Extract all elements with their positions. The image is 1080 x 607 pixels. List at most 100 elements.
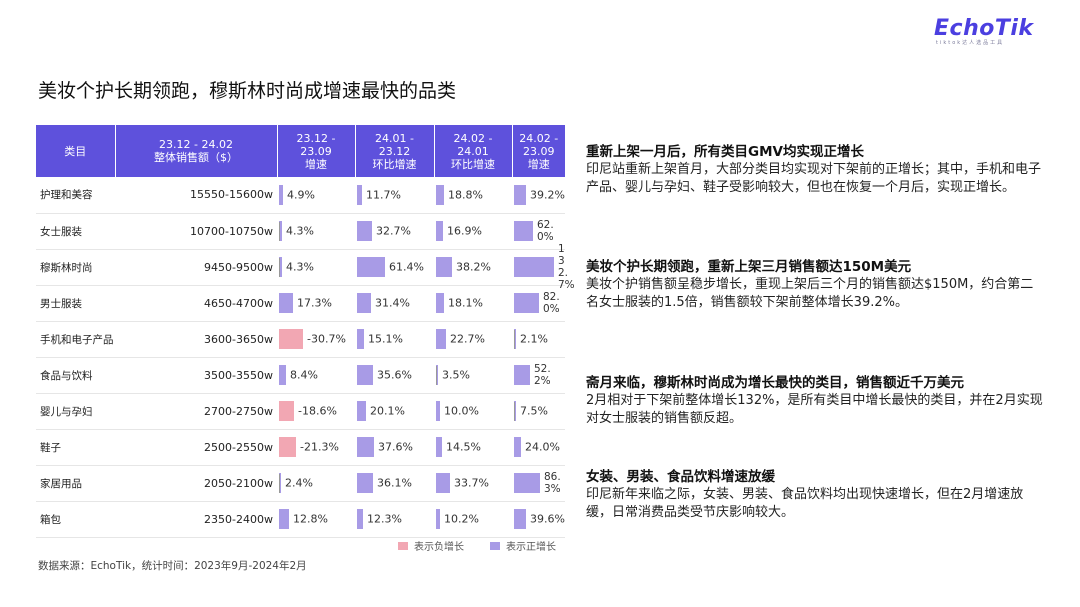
growth-value-label: -30.7% <box>307 332 346 346</box>
growth-value-label: 39.6% <box>530 512 565 526</box>
data-source-note: 数据来源：EchoTik，统计时间：2023年9月-2024年2月 <box>38 560 307 572</box>
table-header-row: 类目 23.12 - 24.02 整体销售额（$） 23.12 - 23.09 … <box>36 125 565 177</box>
growth-value-label: 10.0% <box>444 404 479 418</box>
growth-bar <box>279 221 282 241</box>
growth-bar <box>357 257 385 277</box>
category-cell: 手机和电子产品 <box>36 321 115 358</box>
growth-value-label: 10.2% <box>444 512 479 526</box>
growth-bar-cell: -18.6% <box>277 393 355 430</box>
sales-range-cell: 3500-3550w <box>115 357 277 394</box>
growth-value-label: -21.3% <box>300 440 339 454</box>
growth-bar-cell: 10.0% <box>434 393 512 430</box>
growth-bar <box>279 184 283 205</box>
table-row: 穆斯林时尚 9450-9500w 4.3% 61.4% 38.2% 132.7% <box>36 243 575 291</box>
insight-body-3: 2月相对于下架前整体增长132%，是所有类目中增长最快的类目，并在2月实现对女士… <box>586 393 1043 426</box>
sales-range-cell: 2500-2550w <box>115 429 277 466</box>
growth-bar-cell: 52.2% <box>512 357 565 394</box>
growth-value-label: 24.0% <box>525 440 560 454</box>
legend-negative-label: 表示负增长 <box>414 542 464 553</box>
growth-bar-cell: 32.7% <box>355 213 434 250</box>
growth-value-label: 32.7% <box>376 224 411 238</box>
growth-bar <box>279 509 289 529</box>
growth-bar <box>279 401 294 421</box>
growth-value-label: 33.7% <box>454 476 489 490</box>
growth-value-label: 11.7% <box>366 188 401 202</box>
growth-bar-cell: 4.9% <box>277 177 355 214</box>
growth-bar-baseline <box>279 473 280 493</box>
category-cell: 家居用品 <box>36 465 115 502</box>
growth-value-label: 31.4% <box>375 296 410 310</box>
growth-bar <box>436 293 444 313</box>
sales-range-cell: 2350-2400w <box>115 501 277 538</box>
table-row: 手机和电子产品 3600-3650w -30.7% 15.1% 22.7% 2.1% <box>36 321 565 358</box>
sales-range-cell: 10700-10750w <box>115 213 277 250</box>
growth-bar <box>436 365 438 385</box>
growth-bar <box>357 473 373 493</box>
sales-range-cell: 2050-2100w <box>115 465 277 502</box>
growth-value-label: 82.0% <box>543 291 560 315</box>
growth-bar <box>436 401 440 421</box>
growth-bar-baseline <box>514 329 515 349</box>
growth-value-label: 7.5% <box>520 404 548 418</box>
legend-negative: 表示负增长 <box>398 538 464 553</box>
header-category: 类目 <box>36 125 116 177</box>
growth-bar <box>279 473 281 493</box>
growth-bar <box>514 293 539 313</box>
growth-value-label: 132.7% <box>558 243 575 291</box>
category-cell: 食品与饮料 <box>36 357 115 394</box>
growth-bar-cell: 15.1% <box>355 321 434 358</box>
header-total-sales: 23.12 - 24.02 整体销售额（$） <box>115 125 278 177</box>
growth-bar-cell: 14.5% <box>434 429 512 466</box>
growth-bar-cell: 24.0% <box>512 429 565 466</box>
growth-bar-cell: 37.6% <box>355 429 434 466</box>
table-row: 食品与饮料 3500-3550w 8.4% 35.6% 3.5% 52.2% <box>36 357 565 394</box>
insight-heading-2: 美妆个护长期领跑，重新上架三月销售额达150M美元 <box>586 259 912 275</box>
header-mom-2401-2312: 24.01 - 23.12 环比增速 <box>355 125 435 177</box>
growth-value-label: 39.2% <box>530 188 565 202</box>
growth-bar <box>357 221 372 241</box>
growth-bar-cell: 2.1% <box>512 321 565 358</box>
growth-value-label: 12.8% <box>293 512 328 526</box>
growth-value-label: 18.8% <box>448 188 483 202</box>
legend-positive-label: 表示正增长 <box>506 542 556 553</box>
insight-body-4: 印尼新年来临之际，女装、男装、食品饮料均出现快速增长，但在2月增速放缓，日常消费… <box>586 487 1024 520</box>
table-row: 男士服装 4650-4700w 17.3% 31.4% 18.1% 82.0% <box>36 285 565 322</box>
growth-bar <box>514 257 554 277</box>
growth-bar <box>436 509 440 529</box>
growth-value-label: 62.0% <box>537 219 554 243</box>
growth-bar-cell: 8.4% <box>277 357 355 394</box>
growth-value-label: 17.3% <box>297 296 332 310</box>
growth-bar <box>514 473 540 493</box>
growth-bar <box>357 365 373 385</box>
growth-bar <box>514 509 526 529</box>
growth-bar <box>357 509 363 529</box>
insight-heading-4: 女装、男装、食品饮料增速放缓 <box>586 469 775 485</box>
growth-bar <box>357 329 364 349</box>
growth-bar <box>357 437 374 457</box>
insight-heading-1: 重新上架一月后，所有类目GMV均实现正增长 <box>586 144 864 160</box>
legend-positive: 表示正增长 <box>490 538 556 553</box>
insight-body-2: 美妆个护销售额呈稳步增长，重现上架后三个月的销售额达$150M，约合第二名女士服… <box>586 277 1034 310</box>
growth-bar-cell: 16.9% <box>434 213 512 250</box>
header-mom-2402-2401: 24.02 - 24.01 环比增速 <box>434 125 513 177</box>
growth-bar-cell: 35.6% <box>355 357 434 394</box>
growth-bar-cell: 11.7% <box>355 177 434 214</box>
header-growth-2312-2309: 23.12 - 23.09 增速 <box>277 125 356 177</box>
growth-bar-cell: -21.3% <box>277 429 355 466</box>
table-row: 鞋子 2500-2550w -21.3% 37.6% 14.5% 24.0% <box>36 429 565 466</box>
insight-panel-2: 美妆个护长期领跑，重新上架三月销售额达150M美元 美妆个护销售额呈稳步增长，重… <box>586 259 1046 312</box>
category-cell: 婴儿与孕妇 <box>36 393 115 430</box>
growth-bar-cell: 17.3% <box>277 285 355 322</box>
growth-bar-cell: 62.0% <box>512 213 565 250</box>
growth-bar <box>279 437 296 457</box>
growth-value-label: 22.7% <box>450 332 485 346</box>
category-cell: 鞋子 <box>36 429 115 466</box>
sales-range-cell: 9450-9500w <box>115 249 277 286</box>
growth-bar <box>436 184 444 205</box>
growth-value-label: 18.1% <box>448 296 483 310</box>
growth-value-label: 14.5% <box>446 440 481 454</box>
legend-negative-swatch <box>398 541 408 550</box>
sales-range-cell: 4650-4700w <box>115 285 277 322</box>
growth-value-label: 4.3% <box>286 224 314 238</box>
category-cell: 护理和美容 <box>36 177 115 214</box>
